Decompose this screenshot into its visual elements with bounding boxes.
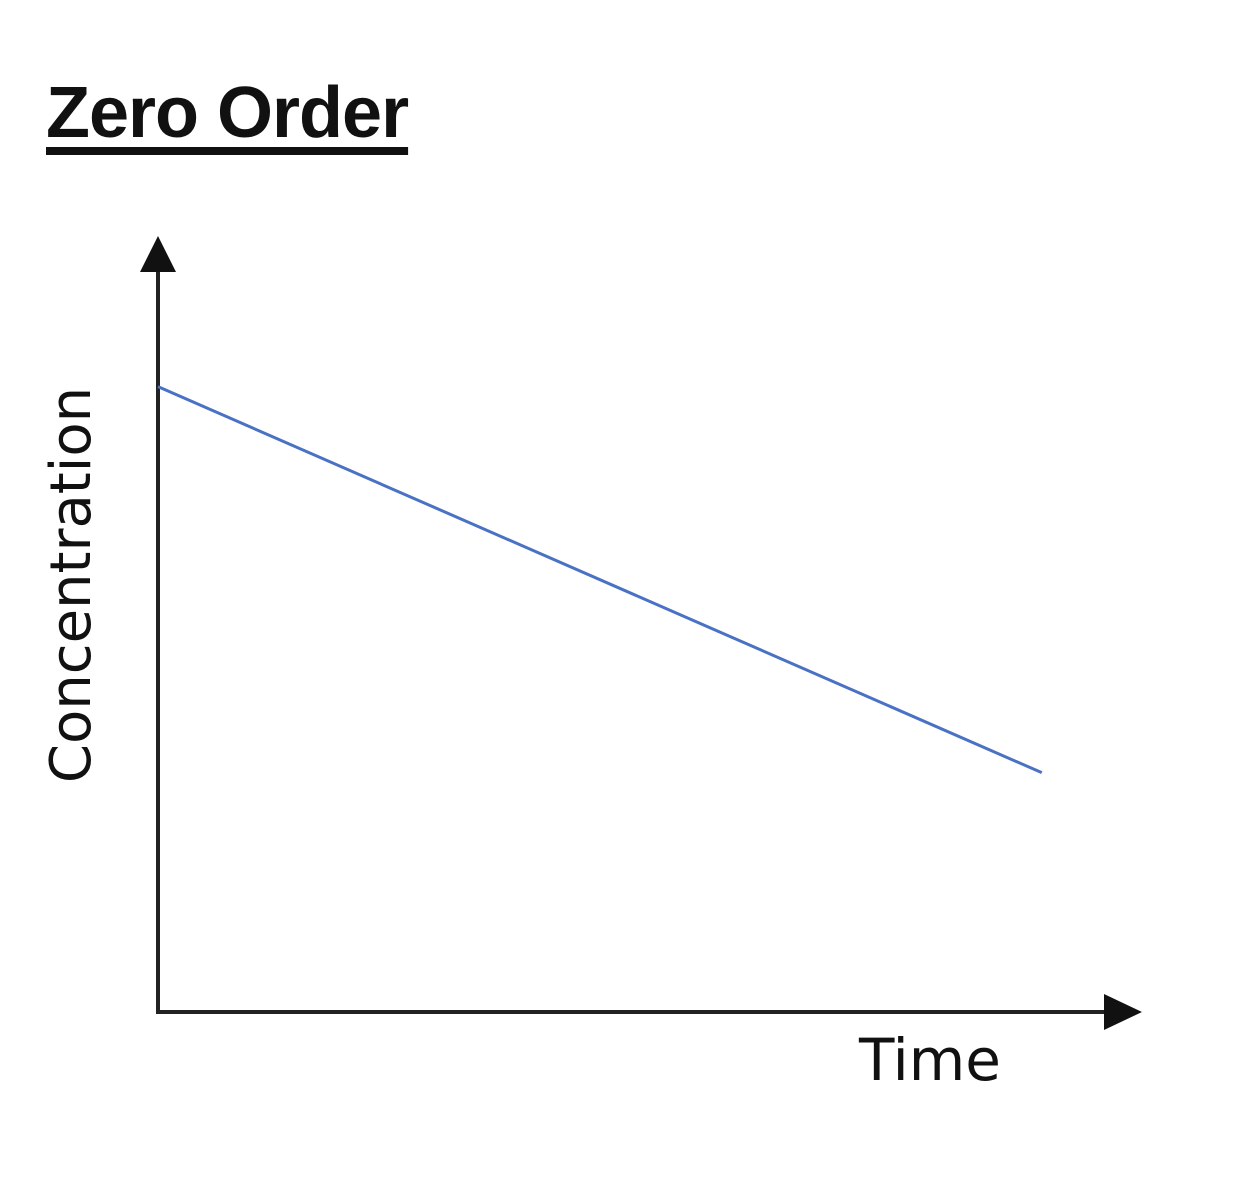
x-axis-label: Time — [858, 1026, 1001, 1094]
x-axis-arrow — [1104, 994, 1142, 1030]
series-line-0 — [157, 385, 1043, 775]
chart-title: Zero Order — [46, 73, 409, 153]
y-axis-label: Concentration — [39, 387, 104, 783]
y-axis-arrow — [140, 236, 176, 272]
